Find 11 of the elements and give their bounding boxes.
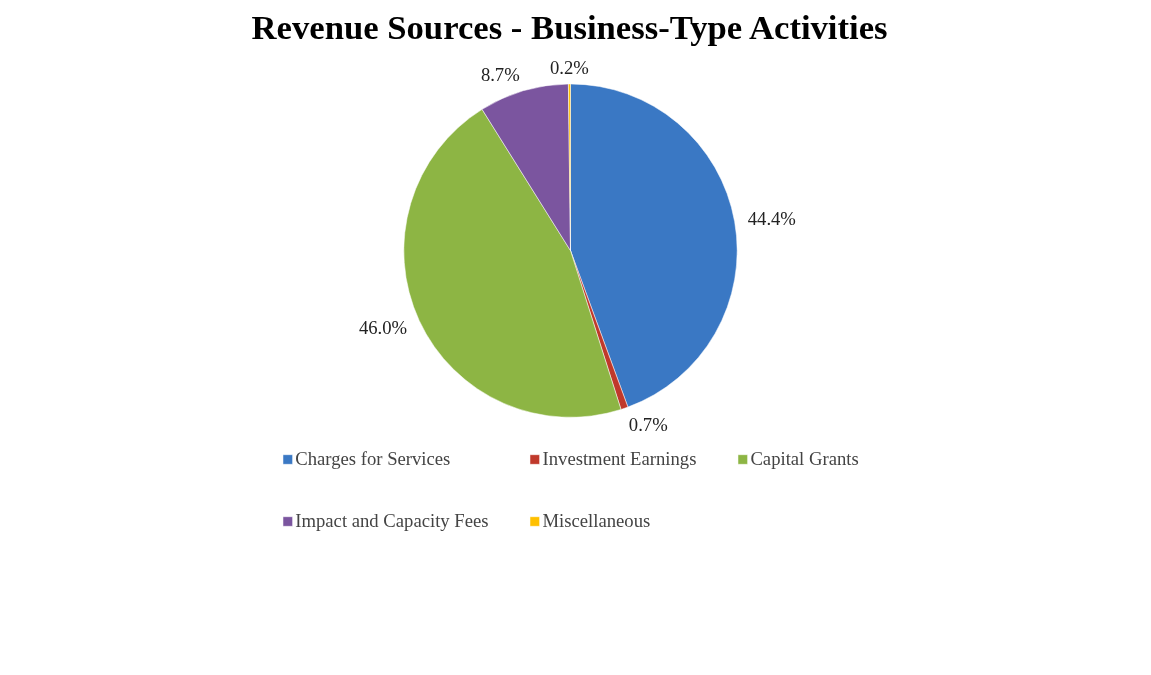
legend-label: Charges for Services [295, 448, 451, 470]
legend-label: Miscellaneous [542, 510, 651, 532]
data-label: 8.7% [480, 64, 520, 86]
data-label: 0.2% [549, 56, 589, 78]
chart-title: Revenue Sources - Business-Type Activities [251, 7, 888, 46]
legend-label: Investment Earnings [542, 448, 697, 470]
data-label: 44.4% [747, 208, 796, 230]
data-label: 0.7% [628, 413, 668, 435]
legend-label: Capital Grants [750, 448, 859, 470]
data-label: 46.0% [358, 317, 408, 339]
legend-label: Impact and Capacity Fees [295, 510, 489, 532]
